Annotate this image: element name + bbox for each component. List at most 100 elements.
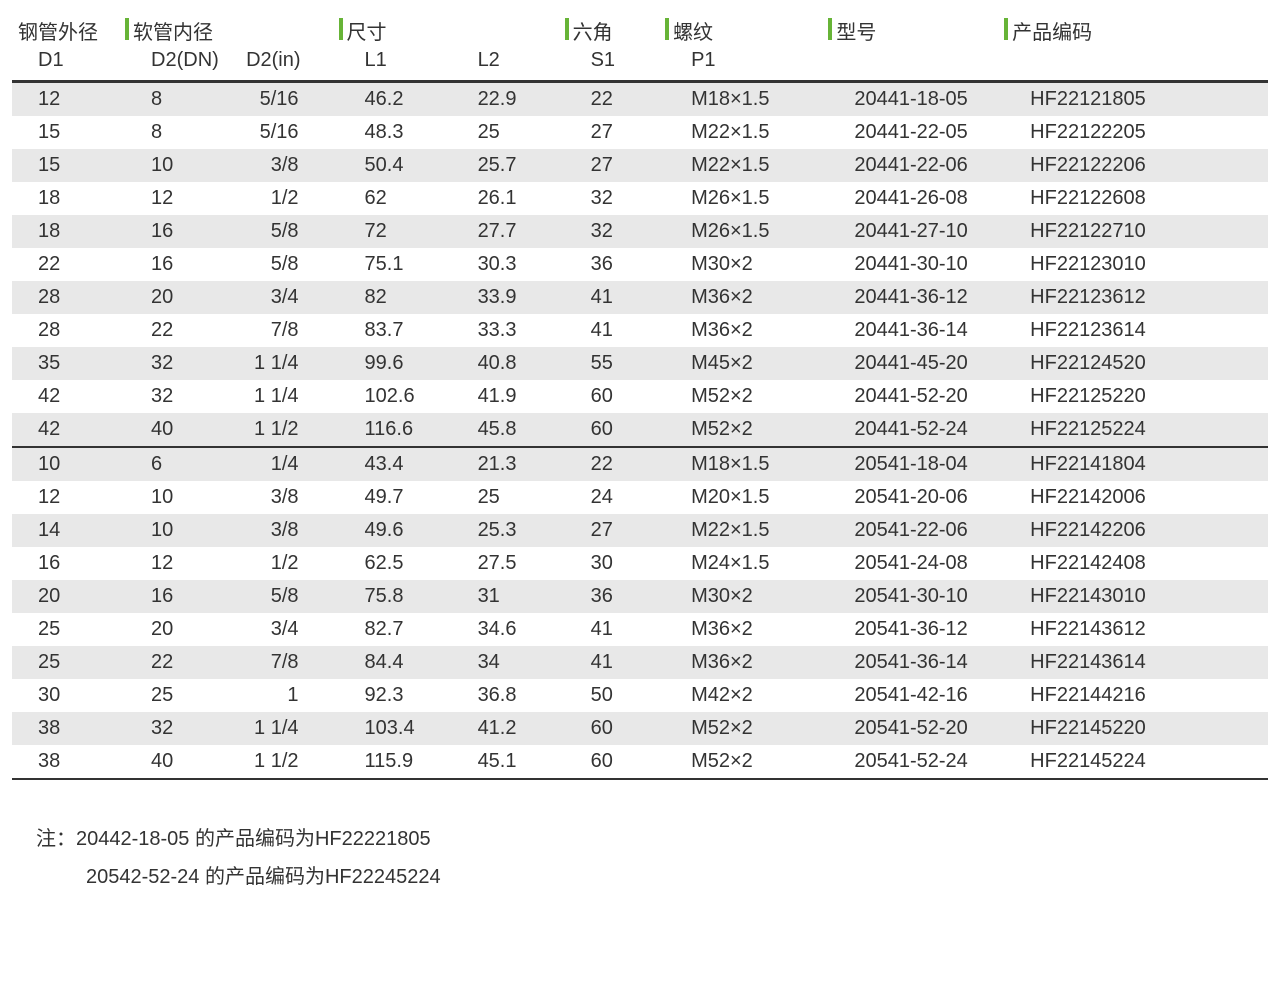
cell: 103.4 — [339, 712, 452, 745]
cell: 3/4 — [238, 281, 338, 314]
sub-d2in: D2(in) — [238, 47, 338, 82]
cell: 49.7 — [339, 481, 452, 514]
cell: 15 — [12, 116, 125, 149]
table-row: 15103/850.425.727M22×1.520441-22-06HF221… — [12, 149, 1268, 182]
cell: 26.1 — [452, 182, 565, 215]
cell: 33.9 — [452, 281, 565, 314]
cell: 24 — [565, 481, 665, 514]
cell: HF22143614 — [1004, 646, 1268, 679]
cell: 12 — [125, 182, 238, 215]
cell: 60 — [565, 745, 665, 779]
cell: M36×2 — [665, 314, 828, 347]
cell: HF22125224 — [1004, 413, 1268, 447]
note-line-2: 20542-52-24 的产品编码为HF22245224 — [86, 858, 1268, 896]
table-body: 1285/1646.222.922M18×1.520441-18-05HF221… — [12, 82, 1268, 780]
cell: 7/8 — [238, 646, 338, 679]
cell: 72 — [339, 215, 452, 248]
sub-p1: P1 — [665, 47, 828, 82]
sub-d1: D1 — [12, 47, 125, 82]
cell: 16 — [12, 547, 125, 580]
cell: 22 — [125, 314, 238, 347]
cell: M24×1.5 — [665, 547, 828, 580]
cell: 20441-52-20 — [828, 380, 1004, 413]
cell: 20 — [125, 281, 238, 314]
cell: HF22143010 — [1004, 580, 1268, 613]
cell: 25 — [452, 481, 565, 514]
cell: 10 — [12, 447, 125, 481]
cell: 10 — [125, 481, 238, 514]
table-row: 16121/262.527.530M24×1.520541-24-08HF221… — [12, 547, 1268, 580]
cell: 32 — [125, 380, 238, 413]
notes: 注：20442-18-05 的产品编码为HF22221805 20542-52-… — [36, 820, 1268, 896]
cell: 22 — [125, 646, 238, 679]
cell: 38 — [12, 712, 125, 745]
cell: 116.6 — [339, 413, 452, 447]
cell: 20441-36-12 — [828, 281, 1004, 314]
cell: HF22121805 — [1004, 82, 1268, 117]
table-row: 12103/849.72524M20×1.520541-20-06HF22142… — [12, 481, 1268, 514]
cell: 62 — [339, 182, 452, 215]
cell: 32 — [565, 215, 665, 248]
cell: 1 1/2 — [238, 745, 338, 779]
cell: 102.6 — [339, 380, 452, 413]
cell: 40.8 — [452, 347, 565, 380]
cell: 16 — [125, 215, 238, 248]
cell: HF22145224 — [1004, 745, 1268, 779]
table-row: 38321 1/4103.441.260M52×220541-52-20HF22… — [12, 712, 1268, 745]
cell: HF22122206 — [1004, 149, 1268, 182]
cell: 25 — [452, 116, 565, 149]
cell: 1 1/4 — [238, 347, 338, 380]
cell: 20441-22-05 — [828, 116, 1004, 149]
cell: 35 — [12, 347, 125, 380]
cell: HF22125220 — [1004, 380, 1268, 413]
table-row: 22165/875.130.336M30×220441-30-10HF22123… — [12, 248, 1268, 281]
cell: 1 1/4 — [238, 380, 338, 413]
cell: 5/16 — [238, 82, 338, 117]
cell: 20541-42-16 — [828, 679, 1004, 712]
cell: 31 — [452, 580, 565, 613]
cell: 38 — [12, 745, 125, 779]
cell: 99.6 — [339, 347, 452, 380]
cell: 20441-26-08 — [828, 182, 1004, 215]
cell: 3/8 — [238, 514, 338, 547]
cell: 34 — [452, 646, 565, 679]
cell: 10 — [125, 149, 238, 182]
cell: 27 — [565, 514, 665, 547]
cell: 36 — [565, 580, 665, 613]
cell: 41 — [565, 613, 665, 646]
cell: 60 — [565, 712, 665, 745]
cell: 45.1 — [452, 745, 565, 779]
hdr-steel-od: 钢管外径 — [12, 10, 125, 47]
cell: 6 — [125, 447, 238, 481]
cell: 32 — [125, 712, 238, 745]
cell: 7/8 — [238, 314, 338, 347]
cell: 20541-22-06 — [828, 514, 1004, 547]
cell: 5/16 — [238, 116, 338, 149]
table-row: 1061/443.421.322M18×1.520541-18-04HF2214… — [12, 447, 1268, 481]
cell: 25.3 — [452, 514, 565, 547]
table-row: 38401 1/2115.945.160M52×220541-52-24HF22… — [12, 745, 1268, 779]
sub-d2dn: D2(DN) — [125, 47, 238, 82]
cell: 41.2 — [452, 712, 565, 745]
table-row: 28203/48233.941M36×220441-36-12HF2212361… — [12, 281, 1268, 314]
table-header: 钢管外径 软管内径 尺寸 六角 螺纹 型号 产品编码 D1 D2(DN) D2(… — [12, 10, 1268, 82]
cell: M52×2 — [665, 745, 828, 779]
cell: HF22145220 — [1004, 712, 1268, 745]
cell: 1 1/2 — [238, 413, 338, 447]
cell: 42 — [12, 413, 125, 447]
cell: 20541-18-04 — [828, 447, 1004, 481]
cell: 12 — [12, 82, 125, 117]
cell: 32 — [565, 182, 665, 215]
cell: 20441-22-06 — [828, 149, 1004, 182]
table-row: 3025192.336.850M42×220541-42-16HF2214421… — [12, 679, 1268, 712]
cell: 22 — [12, 248, 125, 281]
cell: 20 — [125, 613, 238, 646]
cell: 42 — [12, 380, 125, 413]
cell: 16 — [125, 248, 238, 281]
cell: M20×1.5 — [665, 481, 828, 514]
hdr-thread: 螺纹 — [665, 10, 828, 47]
cell: 28 — [12, 314, 125, 347]
cell: 27.5 — [452, 547, 565, 580]
cell: 41 — [565, 314, 665, 347]
cell: 22 — [565, 447, 665, 481]
